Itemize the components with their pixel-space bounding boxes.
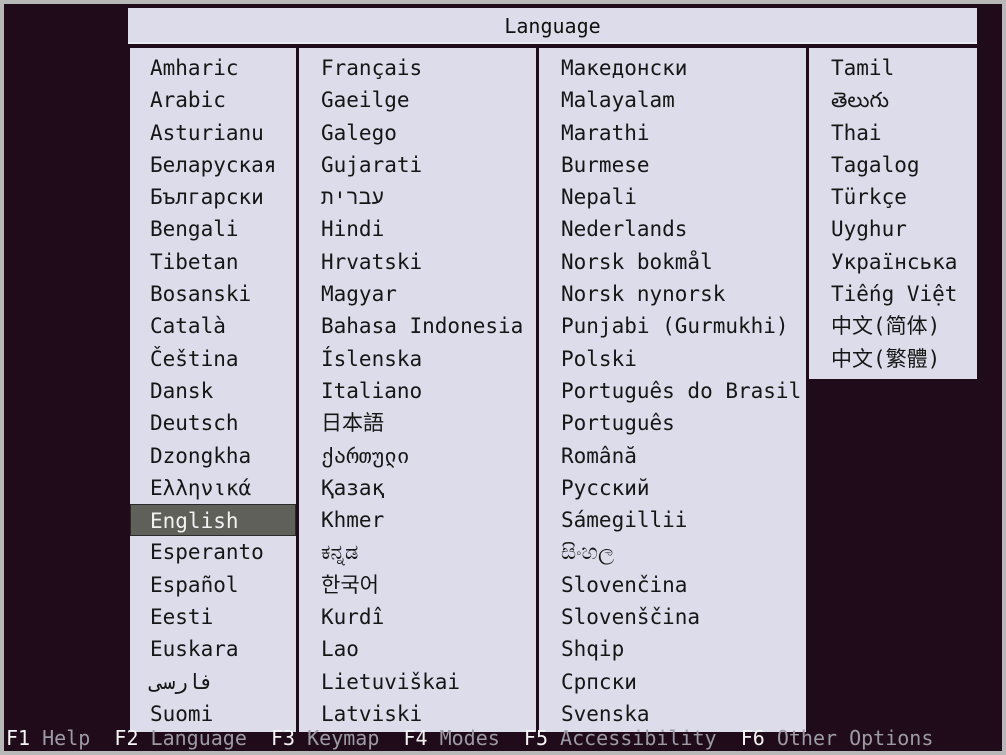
footer-accessibility-button[interactable]: F5 Accessibility [524,726,717,750]
function-key-label: Language [150,726,247,750]
language-option[interactable]: සිංහල [561,540,614,565]
language-option[interactable]: Español [150,572,239,597]
language-option[interactable]: Français [321,56,423,80]
language-option[interactable]: Dzongkha [150,443,252,468]
language-option[interactable]: Tamil [831,56,895,80]
language-option[interactable]: Íslenska [321,346,423,371]
language-option[interactable]: Türkçe [831,185,907,210]
language-column-3: Македонски Malayalam Marathi Burmese Nepali N… [539,48,806,733]
language-option[interactable]: Қазақ [321,475,385,500]
boot-screen: Language Amharic Arabic Asturianu Беларуска… [4,4,1002,751]
dialog-title: Language [504,14,601,38]
language-option[interactable]: 日本語 [321,411,384,436]
language-option[interactable]: Svenska [561,701,650,726]
language-option[interactable]: Hindi [321,217,385,242]
footer-language-button[interactable]: F2 Language [114,726,246,750]
language-option[interactable]: Gaeilge [321,88,410,113]
language-option[interactable]: Українська [831,249,958,274]
language-option[interactable]: Italiano [321,378,423,403]
language-option[interactable]: Euskara [150,637,239,662]
language-option[interactable]: Khmer [321,508,385,533]
language-option[interactable]: ქართული [321,443,410,468]
function-key: F2 [114,726,139,750]
language-option[interactable]: Русский [561,475,650,500]
language-option[interactable]: ಕನ್ನಡ [321,540,359,565]
language-option[interactable]: עברית [321,185,385,210]
language-option[interactable]: Português do Brasil [561,378,802,403]
language-option[interactable]: Shqip [561,637,625,662]
function-key-label: Accessibility [560,726,717,750]
language-option[interactable]: Slovenščina [561,605,701,630]
language-option[interactable]: Magyar [321,282,397,307]
function-key-bar: F1 Help F2 Language F3 Keymap F4 Modes F… [6,726,933,751]
language-option[interactable]: Marathi [561,120,650,145]
language-option[interactable]: 中文(简体) [831,314,941,339]
function-key: F4 [403,726,428,750]
function-key-label: Keymap [307,726,380,750]
language-option[interactable]: Català [150,314,226,339]
language-option[interactable]: Eesti [150,605,214,630]
language-option[interactable]: Bahasa Indonesia [321,314,524,339]
function-key: F5 [523,726,548,750]
language-option[interactable]: Čeština [150,346,239,371]
language-dialog-header: Language [128,8,977,44]
language-option[interactable]: Deutsch [150,411,239,436]
language-option[interactable]: English [130,504,296,537]
language-option[interactable]: Српски [561,669,637,694]
language-option[interactable]: Arabic [150,88,226,113]
language-option[interactable]: Bengali [150,217,239,242]
function-key-label: Other Options [776,726,934,750]
function-key-label: Help [42,726,91,750]
language-column-4: Tamil తెలుగు Thai Tagalog Türkçe Uyghur Україн… [809,48,977,379]
language-option[interactable]: Bosanski [150,282,252,307]
language-option[interactable]: Ελληνικά [150,475,252,500]
language-option[interactable]: Tiếng Việt [831,282,958,307]
footer-other-options-button[interactable]: F6 Other Options [741,726,934,750]
language-option[interactable]: Malayalam [561,88,675,113]
language-option[interactable]: 한국어 [321,572,379,597]
language-option[interactable]: Беларуская [150,152,277,177]
language-option[interactable]: Slovenčina [561,572,688,597]
language-option[interactable]: Norsk bokmål [561,249,713,274]
language-option[interactable]: Thai [831,120,882,145]
language-option[interactable]: Română [561,443,637,468]
language-option[interactable]: Македонски [561,56,688,80]
language-option[interactable]: Norsk nynorsk [561,282,726,307]
language-option[interactable]: Hrvatski [321,249,423,274]
language-option[interactable]: Galego [321,120,397,145]
language-option[interactable]: Български [150,185,264,210]
language-column-2: Français Gaeilge Galego Gujarati עברית Hindi H… [299,48,536,733]
language-option[interactable]: Gujarati [321,152,423,177]
language-option[interactable]: Punjabi (Gurmukhi) [561,314,789,339]
footer-keymap-button[interactable]: F3 Keymap [271,726,379,750]
footer-help-button[interactable]: F1 Help [6,726,90,750]
language-option[interactable]: Kurdî [321,605,385,630]
language-option[interactable]: Português [561,411,675,436]
function-key: F6 [740,726,765,750]
language-option[interactable]: Esperanto [150,540,264,565]
language-option[interactable]: Burmese [561,152,650,177]
language-option[interactable]: Nederlands [561,217,688,242]
language-option[interactable]: Polski [561,346,637,371]
function-key-label: Modes [439,726,500,750]
language-option[interactable]: Dansk [150,378,214,403]
language-option[interactable]: Nepali [561,185,637,210]
function-key: F1 [6,726,31,750]
language-option[interactable]: Uyghur [831,217,907,242]
language-option[interactable]: Amharic [150,56,239,80]
language-option[interactable]: 中文(繁體) [831,346,941,371]
language-option[interactable]: Sámegillii [561,508,688,533]
function-key: F3 [270,726,296,750]
language-column-1: Amharic Arabic Asturianu Беларуская Българск… [130,48,296,733]
language-option[interactable]: Lietuviškai [321,669,461,694]
language-option[interactable]: Tibetan [150,249,239,274]
footer-modes-button[interactable]: F4 Modes [403,726,499,750]
language-option[interactable]: Latviski [321,701,423,726]
language-option[interactable]: فارسی [150,669,214,694]
language-option[interactable]: Asturianu [150,120,264,145]
language-option[interactable]: Suomi [150,701,214,726]
language-option[interactable]: Tagalog [831,152,920,177]
language-option[interactable]: తెలుగు [831,88,890,113]
language-option[interactable]: Lao [321,637,359,662]
